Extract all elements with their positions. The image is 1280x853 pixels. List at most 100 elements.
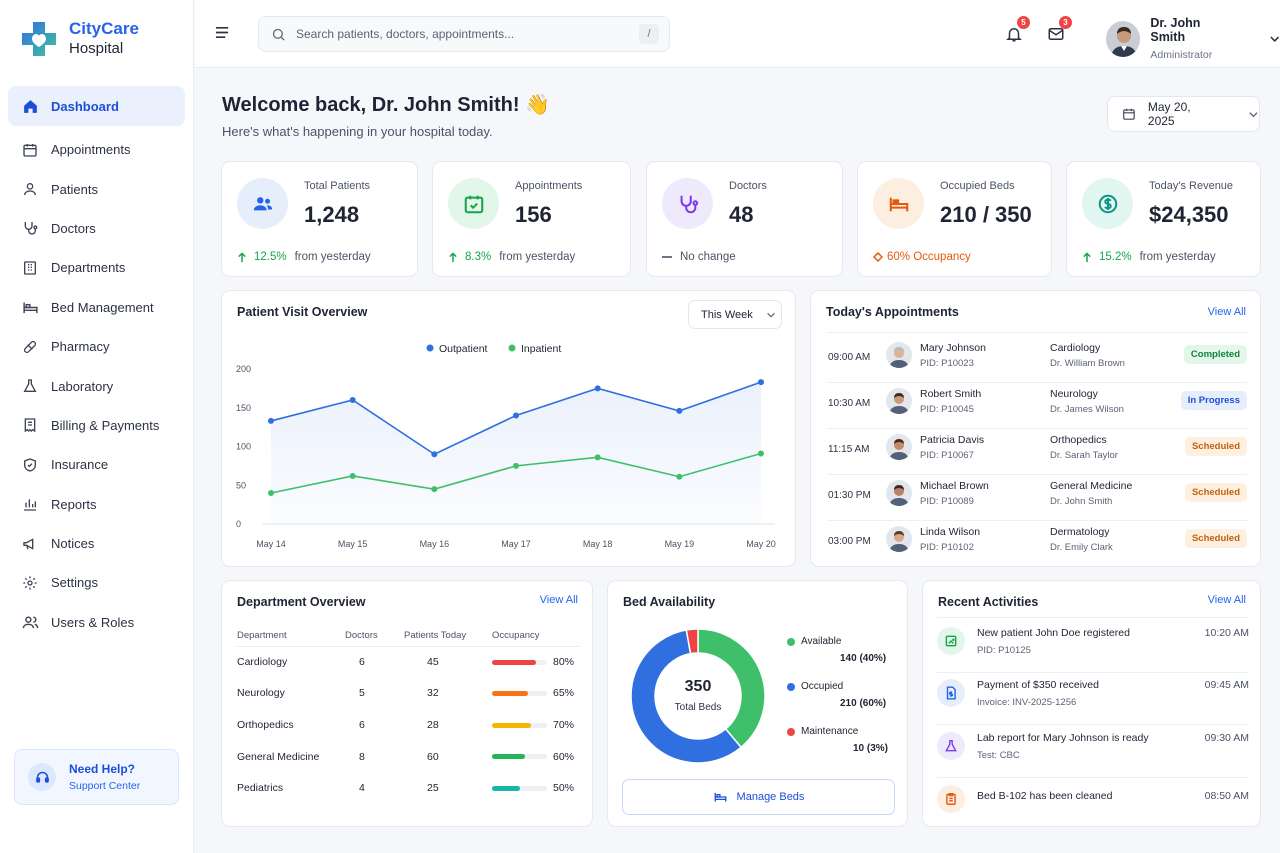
sidebar-item-laboratory[interactable]: Laboratory	[8, 366, 185, 405]
sidebar-item-appointments[interactable]: Appointments	[8, 130, 185, 169]
sidebar-item-settings[interactable]: Settings	[8, 563, 185, 602]
recent-activities-title: Recent Activities	[938, 595, 1039, 609]
arrow-up-icon	[449, 251, 457, 262]
mail-icon	[1048, 28, 1064, 40]
sidebar-item-doctors[interactable]: Doctors	[8, 209, 185, 248]
patient-id: PID: P10045	[920, 404, 974, 415]
donut-slice-available	[697, 628, 766, 749]
headset-icon	[28, 763, 56, 791]
doctor-count: 6	[359, 656, 365, 669]
sidebar-item-notices[interactable]: Notices	[8, 524, 185, 563]
stat-change: 60% Occupancy	[887, 251, 971, 263]
stat-card-appointments: Appointments 156 8.3% from yesterday	[432, 161, 631, 277]
activity-item[interactable]: Lab report for Mary Johnson is ready Tes…	[937, 726, 1249, 778]
patients-today: 25	[427, 782, 439, 795]
sidebar-item-reports[interactable]: Reports	[8, 485, 185, 524]
appointment-row[interactable]: 09:00 AM Mary Johnson PID: P10023 Cardiolog…	[827, 337, 1247, 383]
notifications-button[interactable]: 5	[1005, 16, 1030, 43]
help-card[interactable]: Need Help? Support Center	[14, 749, 179, 805]
activity-item[interactable]: New patient John Doe registered PID: P10…	[937, 621, 1249, 673]
manage-beds-button[interactable]: Manage Beds	[622, 779, 895, 815]
sidebar-item-departments[interactable]: Departments	[8, 248, 185, 287]
sidebar-item-label: Dashboard	[51, 98, 119, 114]
legend-dot	[787, 728, 795, 736]
sidebar-item-pharmacy[interactable]: Pharmacy	[8, 327, 185, 366]
patient-name: Robert Smith	[920, 388, 982, 400]
sidebar-item-label: Patients	[51, 181, 98, 197]
table-row[interactable]: General Medicine 8 60 60%	[237, 741, 580, 773]
appointment-row[interactable]: 10:30 AM Robert Smith PID: P10045 Neurology…	[827, 383, 1247, 429]
data-point	[513, 462, 519, 469]
sidebar-item-insurance[interactable]: Insurance	[8, 445, 185, 484]
stat-note: No change	[680, 251, 736, 263]
building-icon	[21, 259, 39, 277]
activity-title: New patient John Doe registered	[977, 627, 1130, 639]
user-role: Administrator	[1150, 49, 1213, 61]
megaphone-icon	[21, 535, 39, 553]
data-point	[594, 385, 601, 392]
patient-id: PID: P10067	[920, 450, 974, 461]
appointment-row[interactable]: 11:15 AM Patricia Davis PID: P10067 Orthope…	[827, 429, 1247, 475]
table-row[interactable]: Cardiology 6 45 80%	[237, 646, 580, 678]
stat-note: from yesterday	[294, 251, 371, 263]
appointment-row[interactable]: 03:00 PM Linda Wilson PID: P10102 Dermatolo…	[827, 521, 1247, 567]
logo[interactable]: CityCare Hospital	[20, 19, 139, 59]
messages-button[interactable]: 3	[1047, 16, 1072, 43]
activity-item[interactable]: Bed B-102 has been cleaned 08:50 AM	[937, 779, 1249, 831]
bed-icon	[873, 178, 924, 229]
status-badge: In Progress	[1180, 391, 1247, 410]
user-menu[interactable]: Dr. John Smith Administrator	[1106, 16, 1280, 61]
avatar	[886, 388, 912, 414]
table-row[interactable]: Neurology 5 32 65%	[237, 678, 580, 710]
sidebar-item-patients[interactable]: Patients	[8, 169, 185, 208]
avatar	[1106, 20, 1141, 57]
dollar-icon	[1082, 178, 1133, 229]
doctor-count: 6	[359, 718, 365, 731]
stat-label: Occupied Beds	[940, 180, 1015, 192]
sidebar-item-bed-management[interactable]: Bed Management	[8, 288, 185, 327]
patient-name: Mary Johnson	[920, 342, 986, 354]
activity-item[interactable]: Payment of $350 received Invoice: INV-20…	[937, 673, 1249, 725]
sidebar: CityCare Hospital Dashboard Appointments…	[0, 0, 194, 853]
sidebar-item-dashboard[interactable]: Dashboard	[8, 86, 185, 126]
pill-icon	[21, 338, 39, 356]
date-picker[interactable]: May 20, 2025	[1107, 96, 1260, 132]
appointment-time: 11:15 AM	[828, 444, 870, 455]
table-row[interactable]: Orthopedics 6 28 70%	[237, 709, 580, 741]
occupancy-fill	[492, 691, 528, 697]
table-row[interactable]: Pediatrics 4 25 50%	[237, 772, 580, 804]
sidebar-item-label: Settings	[51, 575, 98, 591]
appointments-view-all-link[interactable]: View All	[1207, 306, 1246, 318]
chevron-down-icon	[1249, 111, 1258, 117]
department-name: Cardiology	[237, 656, 288, 669]
sidebar-item-billing[interactable]: Billing & Payments	[8, 406, 185, 445]
sidebar-item-users-roles[interactable]: Users & Roles	[8, 603, 185, 642]
patients-today: 32	[427, 687, 439, 700]
stat-label: Appointments	[515, 180, 583, 192]
stat-label: Today's Revenue	[1149, 180, 1234, 192]
calendar-icon	[21, 141, 39, 159]
support-center-link[interactable]: Support Center	[69, 780, 141, 792]
activities-view-all-link[interactable]: View All	[1207, 594, 1246, 606]
search-bar[interactable]: /	[258, 16, 670, 52]
sidebar-item-label: Appointments	[51, 142, 131, 158]
occupancy-value: 60%	[553, 750, 575, 763]
departments-view-all-link[interactable]: View All	[539, 594, 578, 606]
legend-value: 140 (40%)	[840, 653, 887, 664]
occupancy-cell: 50%	[492, 772, 580, 804]
receipt-icon	[21, 416, 39, 434]
appointment-row[interactable]: 01:30 PM Michael Brown PID: P10089 General …	[827, 475, 1247, 521]
doctor-count: 5	[359, 687, 365, 700]
sidebar-item-label: Reports	[51, 496, 97, 512]
data-point	[758, 379, 764, 386]
search-input[interactable]	[296, 27, 639, 41]
appointments-card: Today's Appointments View All 09:00 AM Ma…	[810, 290, 1261, 567]
donut-slice-occupied	[630, 629, 743, 764]
bed-icon	[21, 298, 39, 316]
stat-card-doctors: Doctors 48 No change	[646, 161, 843, 277]
legend-label: Inpatient	[521, 343, 561, 355]
menu-toggle-button[interactable]	[215, 25, 230, 40]
patient-name: Linda Wilson	[920, 526, 981, 538]
range-select[interactable]: This Week	[688, 300, 782, 329]
doctor-name: Dr. Sarah Taylor	[1050, 450, 1118, 461]
